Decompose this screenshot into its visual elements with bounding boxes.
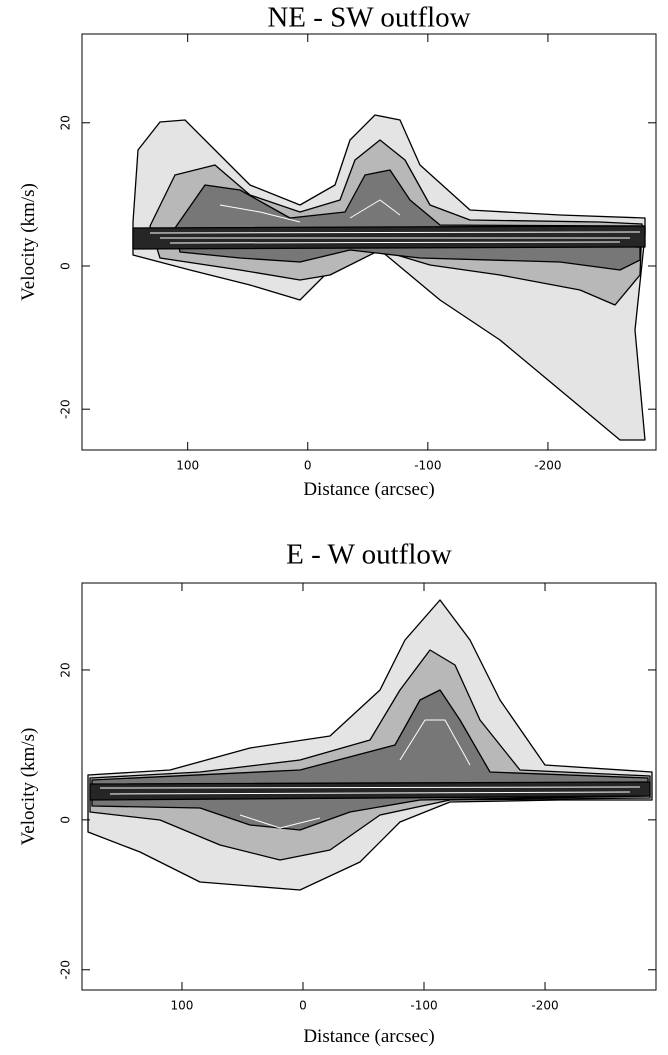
y-tick-label: 20 [59, 662, 73, 677]
plot-frame [81, 33, 657, 451]
y-axis-label: Velocity (km/s) [18, 728, 39, 846]
x-tick-label: 100 [176, 459, 199, 473]
x-tick-label: -100 [410, 999, 437, 1013]
x-axis-label: Distance (arcsec) [303, 1026, 434, 1047]
x-axis-label: Distance (arcsec) [303, 479, 434, 500]
chart-title: NE - SW outflow [267, 2, 470, 34]
chart-title: E - W outflow [286, 539, 452, 571]
x-tick-label: -200 [531, 999, 558, 1013]
contour [132, 114, 646, 441]
y-tick-label: 20 [59, 115, 73, 130]
y-tick-label: 0 [59, 816, 73, 824]
x-tick-label: -200 [534, 459, 561, 473]
plot-frame [81, 582, 657, 991]
x-tick-label: 0 [304, 459, 312, 473]
x-tick-label: 100 [171, 999, 194, 1013]
y-axis-label: Velocity (km/s) [18, 183, 39, 301]
pv-map [87, 599, 653, 891]
pv-map [132, 114, 646, 441]
x-tick-label: -100 [414, 459, 441, 473]
y-tick-label: -20 [59, 960, 73, 980]
y-tick-label: 0 [59, 262, 73, 270]
y-tick-label: -20 [59, 399, 73, 419]
x-tick-label: 0 [299, 999, 307, 1013]
core-band [89, 781, 651, 801]
